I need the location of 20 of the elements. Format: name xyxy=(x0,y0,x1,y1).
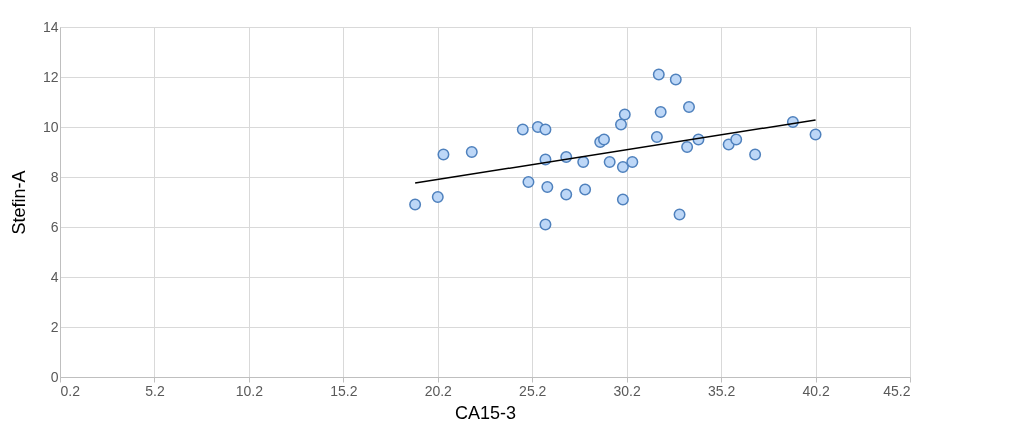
y-tick-label: 4 xyxy=(50,268,59,285)
x-tick-label: 20.2 xyxy=(424,382,453,399)
y-tick-label: 12 xyxy=(42,68,59,85)
y-tick-label: 10 xyxy=(42,118,59,135)
y-tick-label: 2 xyxy=(50,318,59,335)
y-tick-label: 8 xyxy=(50,168,59,185)
x-tick-label: 30.2 xyxy=(613,382,641,399)
y-tick-label: 14 xyxy=(42,18,59,35)
y-tick-label: 0 xyxy=(50,368,59,385)
x-tick-label: 15.2 xyxy=(330,382,358,399)
x-tick-label: 25.2 xyxy=(519,382,547,399)
x-tick-label: 45.2 xyxy=(883,382,911,399)
x-tick-label: 40.2 xyxy=(802,382,830,399)
x-tick-label: 5.2 xyxy=(145,382,165,399)
y-axis-title: Stefin-A xyxy=(8,170,29,235)
y-tick-label: 6 xyxy=(50,218,59,235)
x-axis-title: CA15-3 xyxy=(454,402,517,423)
x-tick-label: 10.2 xyxy=(235,382,264,399)
x-tick-label: 0.2 xyxy=(60,382,81,399)
x-tick-label: 35.2 xyxy=(707,382,736,399)
